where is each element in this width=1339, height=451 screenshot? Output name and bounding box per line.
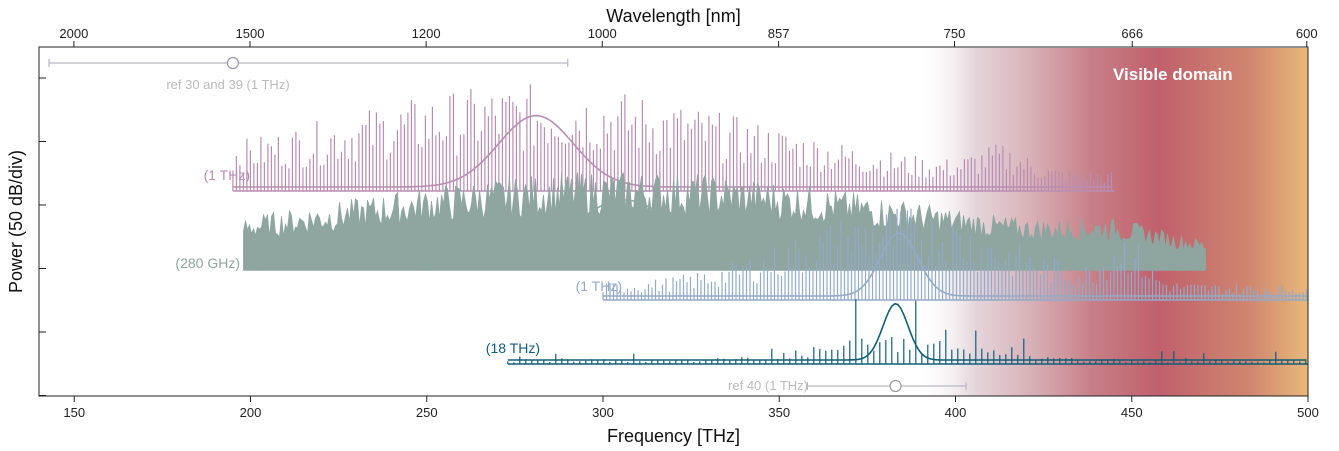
series-2-label: (1 THz) (576, 278, 622, 294)
x2-tick-label-1: 1500 (236, 26, 265, 41)
x-axis-ticks: 150 200 250 300 350 400 450 500 (63, 396, 1319, 420)
series-2: (1 THz) (576, 208, 1308, 301)
x2-tick-label-3: 1000 (588, 26, 617, 41)
x2-tick-label-5: 750 (944, 26, 966, 41)
x2-tick-label-0: 2000 (59, 26, 88, 41)
x2-tick-label-6: 666 (1121, 26, 1143, 41)
series-0-label: (1 THz) (204, 167, 250, 183)
y-axis-ticks (39, 77, 46, 396)
reference-layer: ref 30 and 39 (1 THz) ref 40 (1 THz) (48, 56, 967, 393)
x-tick-label-7: 500 (1297, 405, 1319, 420)
reference-0-label: ref 30 and 39 (1 THz) (166, 77, 289, 92)
x-tick-label-0: 150 (63, 405, 85, 420)
series-3-curve (507, 302, 1306, 361)
reference-1-label: ref 40 (1 THz) (728, 378, 808, 393)
reference-1: ref 40 (1 THz) (728, 378, 967, 393)
series-layer: (1 THz) (280 GHz) (1 THz) (18 THz) (175, 84, 1308, 365)
x-axis-title: Frequency [THz] (607, 426, 740, 446)
x2-axis-ticks: 2000 1500 1200 1000 857 750 666 600 (59, 26, 1318, 47)
x-tick-label-3: 300 (592, 405, 614, 420)
series-1-label: (280 GHz) (175, 255, 240, 271)
series-0-curve (232, 114, 1112, 188)
series-2-curve (603, 232, 1308, 297)
y-axis-title: Power (50 dB/div) (6, 150, 26, 293)
visible-domain-label: Visible domain (1113, 65, 1233, 84)
series-1-fill (243, 172, 1207, 271)
reference-1-marker (889, 379, 902, 393)
plot-frame (38, 46, 1309, 397)
series-0-lines (232, 84, 1112, 191)
x-tick-label-4: 350 (768, 405, 790, 420)
series-3-lines (507, 299, 1307, 364)
x-tick-label-1: 200 (240, 405, 262, 420)
series-3-label: (18 THz) (486, 340, 540, 356)
x2-tick-label-2: 1200 (412, 26, 441, 41)
x2-axis-title: Wavelength [nm] (606, 6, 740, 26)
x-tick-label-5: 400 (945, 405, 967, 420)
x-tick-label-2: 250 (416, 405, 438, 420)
x2-tick-label-4: 857 (768, 26, 790, 41)
reference-0-marker (226, 56, 239, 70)
reference-0: ref 30 and 39 (1 THz) (48, 56, 569, 92)
series-3: (18 THz) (486, 299, 1308, 365)
x2-tick-label-7: 600 (1296, 26, 1318, 41)
x-tick-label-6: 450 (1121, 405, 1143, 420)
